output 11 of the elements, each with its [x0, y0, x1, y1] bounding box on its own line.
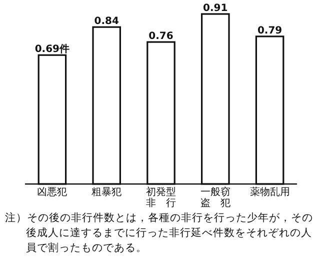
text: 注）その後の非行件数とは，各種の非行を行った少年が，その後成人に達するまでに行った非行延べ件数をそれぞれの人員で割ったものである。 — [5, 211, 314, 256]
x-tick-label: 凶悪犯 — [37, 186, 68, 198]
x-tick-label: 粗暴犯 — [92, 187, 122, 198]
data-label: 0.84 — [94, 16, 119, 28]
x-tick-label: 一般窃盗犯 — [200, 186, 230, 209]
data-label: 0.69件 — [34, 43, 70, 56]
data-label: 0.76 — [148, 31, 174, 42]
x-tick-label: 初発型非行 — [146, 186, 176, 209]
data-label: 0.79 — [257, 25, 282, 36]
data-label: 0.91 — [203, 3, 228, 14]
x-tick-label: 薬物乱用 — [250, 186, 290, 198]
